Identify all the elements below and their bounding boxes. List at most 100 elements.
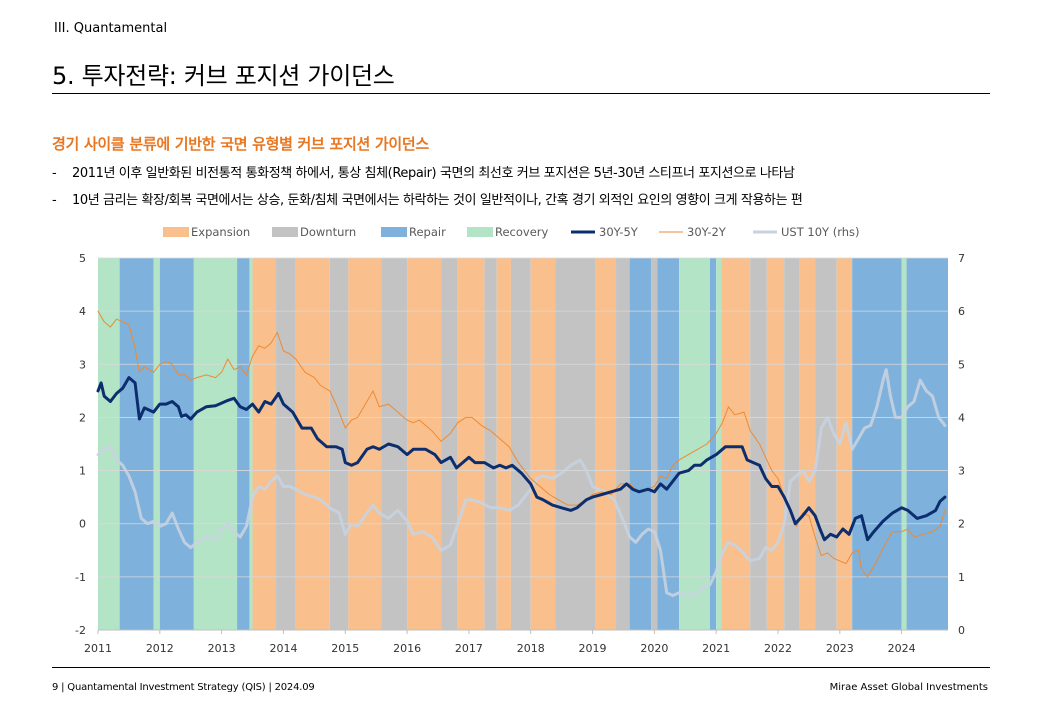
regime-band-downturn <box>441 258 458 630</box>
legend-label-expansion: Expansion <box>191 225 250 239</box>
legend-label-repair: Repair <box>409 225 446 239</box>
legend-label-30y-5y: 30Y-5Y <box>599 225 639 239</box>
regime-band-downturn <box>484 258 497 630</box>
y-left-tick-label: 5 <box>79 252 86 265</box>
legend-label-recovery: Recovery <box>495 225 549 239</box>
footer-company: Mirae Asset Global Investments <box>829 682 988 693</box>
section-label: III. Quantamental <box>54 21 168 36</box>
y-right-tick-label: 5 <box>958 358 965 371</box>
x-tick-label: 2012 <box>146 642 174 655</box>
legend-swatch-downturn <box>272 227 298 237</box>
legend-swatch-recovery <box>467 227 493 237</box>
regime-band-repair <box>159 258 194 630</box>
y-left-tick-label: -2 <box>75 624 86 637</box>
regime-band-downturn <box>555 258 596 630</box>
footer-divider <box>52 667 990 668</box>
chart-svg: Expansion Downturn Repair Recovery 30Y-5Y 30Y… <box>75 225 965 655</box>
bullet-item: -2011년 이후 일반화된 비전통적 통화정책 하에서, 통상 침체(Repa… <box>52 162 795 181</box>
regime-band-repair <box>237 258 250 630</box>
regime-band-repair <box>657 258 680 630</box>
chart-legend: Expansion Downturn Repair Recovery 30Y-5Y 30Y… <box>163 225 860 239</box>
y-right-tick-label: 4 <box>958 411 965 424</box>
regime-bands <box>98 258 948 630</box>
x-tick-label: 2013 <box>208 642 236 655</box>
regime-band-recovery <box>193 258 238 630</box>
regime-band-expansion <box>252 258 277 630</box>
bullet-item: -10년 금리는 확장/회복 국면에서는 상승, 둔화/침체 국면에서는 하락하… <box>52 189 803 208</box>
regime-band-expansion <box>836 258 853 630</box>
x-tick-label: 2011 <box>84 642 112 655</box>
x-tick-label: 2024 <box>888 642 916 655</box>
subheading: 경기 사이클 분류에 기반한 국면 유형별 커브 포지션 가이던스 <box>52 135 429 153</box>
regime-band-downturn <box>329 258 349 630</box>
x-tick-label: 2015 <box>331 642 359 655</box>
y-right-tick-label: 2 <box>958 518 965 531</box>
regime-band-downturn <box>815 258 837 630</box>
x-tick-label: 2021 <box>702 642 730 655</box>
regime-band-expansion <box>407 258 442 630</box>
y-right-tick-label: 6 <box>958 305 965 318</box>
legend-label-downturn: Downturn <box>300 225 356 239</box>
regime-band-recovery <box>98 258 120 630</box>
y-right-tick-label: 0 <box>958 624 965 637</box>
legend-label-ust-10y-rhs: UST 10Y (rhs) <box>781 225 860 239</box>
y-left-tick-label: -1 <box>75 571 86 584</box>
bullet-dash: - <box>52 193 57 208</box>
regime-band-repair <box>629 258 652 630</box>
y-right-tick-label: 7 <box>958 252 965 265</box>
regime-band-downturn <box>510 258 531 630</box>
series-line-ust-10y-rhs <box>96 368 947 597</box>
regime-band-repair <box>906 258 948 630</box>
y-right-tick-label: 1 <box>958 571 965 584</box>
y-right-tick-label: 3 <box>958 465 965 478</box>
x-tick-label: 2019 <box>579 642 607 655</box>
regime-band-repair <box>852 258 902 630</box>
x-tick-label: 2020 <box>640 642 668 655</box>
regime-band-recovery <box>901 258 907 630</box>
regime-band-expansion <box>457 258 485 630</box>
regime-band-recovery <box>249 258 253 630</box>
y-left-tick-label: 2 <box>79 411 86 424</box>
x-tick-label: 2014 <box>269 642 297 655</box>
y-left-tick-label: 4 <box>79 305 86 318</box>
regime-band-recovery <box>679 258 710 630</box>
legend-label-30y-2y: 30Y-2Y <box>687 225 727 239</box>
y-left-tick-label: 1 <box>79 465 86 478</box>
curve-chart: Expansion Downturn Repair Recovery 30Y-5Y 30Y… <box>0 216 1040 666</box>
y-left-tick-label: 3 <box>79 358 86 371</box>
x-tick-label: 2023 <box>826 642 854 655</box>
regime-band-expansion <box>348 258 382 630</box>
legend-swatch-expansion <box>163 227 189 237</box>
regime-band-downturn <box>750 258 767 630</box>
legend-swatch-repair <box>381 227 407 237</box>
x-tick-label: 2016 <box>393 642 421 655</box>
regime-band-downturn <box>784 258 800 630</box>
title-divider <box>52 93 990 94</box>
regime-band-expansion <box>766 258 785 630</box>
regime-band-downturn <box>381 258 408 630</box>
bullet-text: 10년 금리는 확장/회복 국면에서는 상승, 둔화/침체 국면에서는 하락하는… <box>72 193 803 208</box>
regime-band-downturn <box>276 258 296 630</box>
regime-band-recovery <box>716 258 722 630</box>
x-tick-label: 2018 <box>517 642 545 655</box>
footer-source: 9 | Quantamental Investment Strategy (QI… <box>52 682 315 693</box>
regime-band-expansion <box>721 258 751 630</box>
regime-band-repair <box>710 258 717 630</box>
chart-axes: -2 -1 0 1 2 3 4 5 0 1 2 3 4 5 6 7 2011 2012 2013 2014 2015 20… <box>75 252 965 655</box>
regime-band-repair <box>119 258 154 630</box>
x-tick-label: 2017 <box>455 642 483 655</box>
y-left-tick-label: 0 <box>79 518 86 531</box>
chart-series <box>96 310 947 597</box>
regime-band-expansion <box>799 258 816 630</box>
regime-band-expansion <box>496 258 511 630</box>
bullet-text: 2011년 이후 일반화된 비전통적 통화정책 하에서, 통상 침체(Repai… <box>72 166 795 181</box>
series-line-30y-2y <box>97 310 946 578</box>
x-tick-label: 2022 <box>764 642 792 655</box>
page-title: 5. 투자전략: 커브 포지션 가이던스 <box>52 62 395 90</box>
bullet-dash: - <box>52 166 57 181</box>
regime-band-recovery <box>153 258 160 630</box>
regime-band-expansion <box>530 258 556 630</box>
regime-band-downturn <box>616 258 630 630</box>
regime-band-downturn <box>651 258 658 630</box>
series-line-30y-5y <box>96 376 947 542</box>
